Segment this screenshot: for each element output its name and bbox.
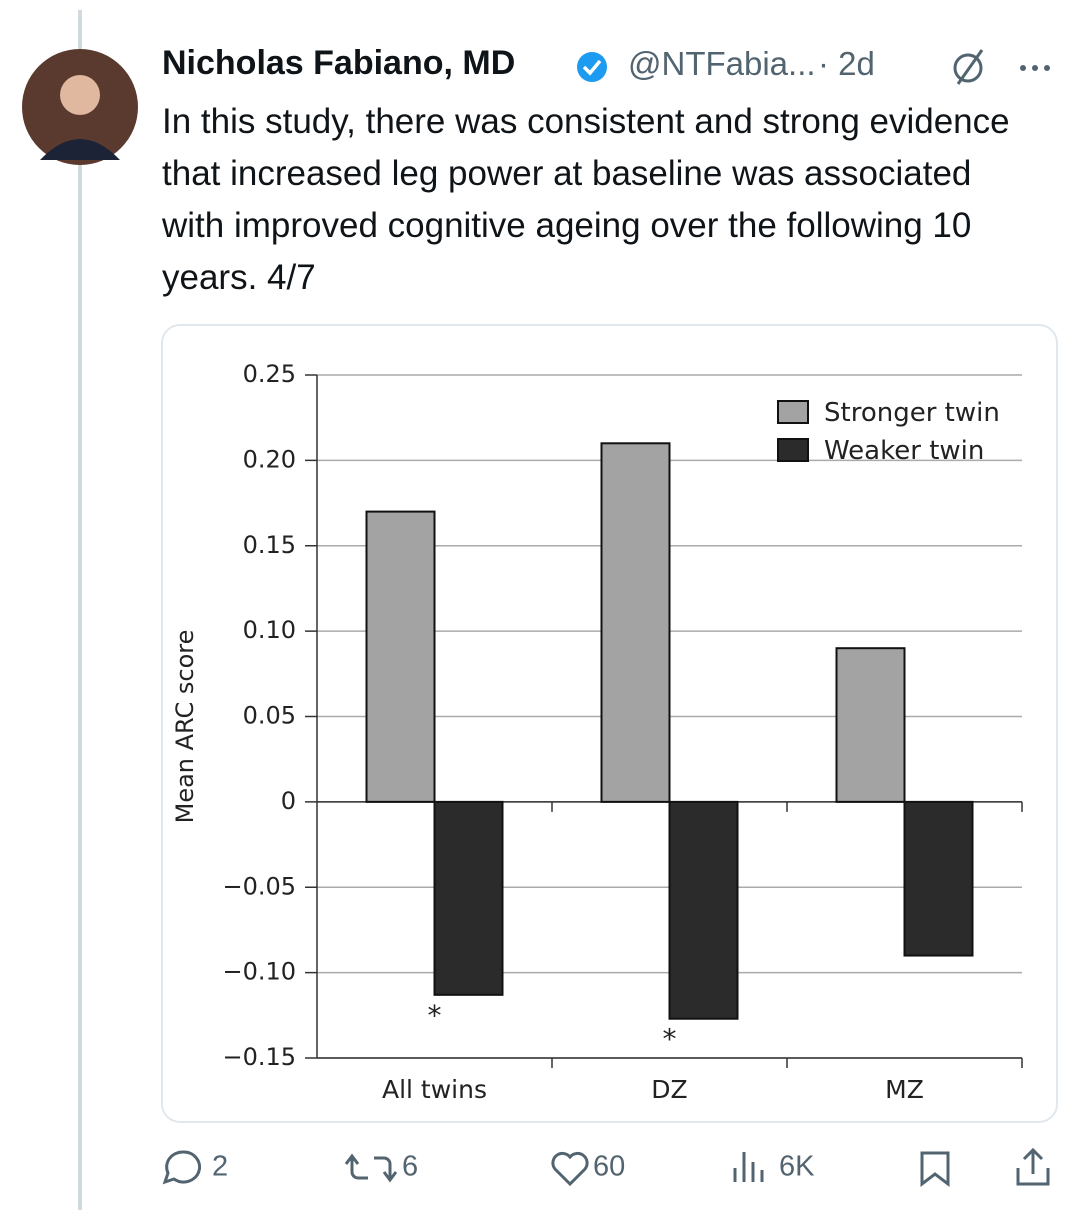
legend-swatch: [777, 400, 809, 424]
legend-label: Stronger twin: [824, 398, 1000, 428]
bar: [433, 800, 504, 996]
legend-swatch: [777, 438, 809, 462]
views-icon[interactable]: [733, 1152, 764, 1182]
grok-icon[interactable]: [953, 53, 983, 83]
x-tick-label: DZ: [651, 1075, 687, 1104]
bookmark-icon[interactable]: [920, 1151, 950, 1188]
y-axis-title: Mean ARC score: [171, 630, 199, 824]
bar: [835, 647, 906, 803]
avatar-suit: [40, 139, 120, 160]
author-handle[interactable]: @NTFabia...: [628, 45, 816, 82]
repost-count: 6: [402, 1151, 418, 1183]
y-tick-label: 0.20: [243, 445, 296, 473]
tweet-text: In this study, there was consistent and …: [162, 102, 1010, 297]
bar: [903, 800, 974, 957]
verified-badge: [577, 52, 607, 82]
significance-mark: *: [663, 1023, 677, 1056]
x-tick-label: MZ: [885, 1075, 924, 1104]
post-time[interactable]: · 2d: [818, 45, 875, 82]
chart: −0.15 −0.10 −0.05 0 0.05 0.10 0.15 0.20 0.25 Mean…: [171, 360, 1023, 1104]
bar: [365, 510, 436, 803]
view-count: 6K: [779, 1151, 815, 1183]
x-tick-label: All twins: [382, 1075, 487, 1104]
reply-count: 2: [212, 1151, 228, 1183]
repost-icon[interactable]: [344, 1153, 398, 1183]
like-icon[interactable]: [551, 1151, 589, 1187]
share-icon[interactable]: [1016, 1147, 1050, 1186]
bar: [668, 800, 739, 1020]
reply-icon[interactable]: [162, 1150, 202, 1185]
author-name[interactable]: Nicholas Fabiano, MD: [162, 44, 516, 82]
y-tick-label: 0.10: [243, 616, 296, 644]
y-tick-label: 0.05: [243, 702, 296, 730]
y-tick-label: −0.05: [222, 872, 296, 900]
y-tick-label: −0.15: [222, 1043, 296, 1071]
verified-check: [582, 59, 602, 76]
like-count: 60: [593, 1151, 625, 1183]
grok-slash: [956, 49, 984, 85]
significance-mark: *: [428, 999, 442, 1032]
more-menu[interactable]: [1020, 65, 1050, 71]
bar: [600, 442, 671, 803]
legend-label: Weaker twin: [824, 436, 984, 466]
y-tick-label: 0: [281, 787, 296, 815]
y-tick-label: 0.25: [243, 360, 296, 388]
avatar-face: [60, 75, 100, 115]
y-tick-label: −0.10: [222, 958, 296, 986]
y-tick-label: 0.15: [243, 531, 296, 559]
